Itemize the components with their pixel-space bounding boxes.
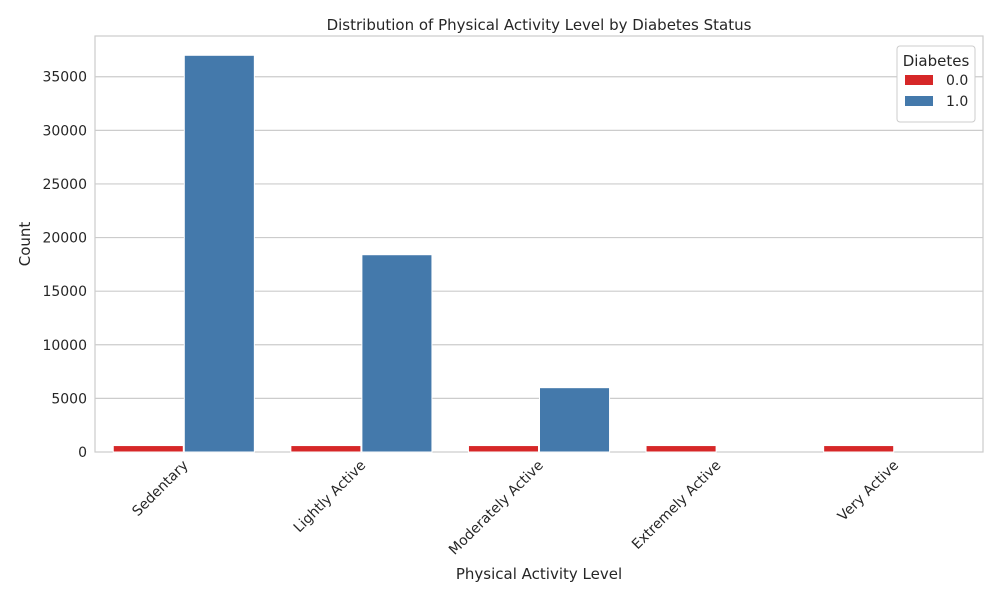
y-tick-label: 20000 bbox=[42, 231, 87, 247]
x-tick-label: Moderately Active bbox=[446, 458, 547, 559]
y-tick-label: 35000 bbox=[42, 70, 87, 86]
y-tick-label: 5000 bbox=[51, 391, 87, 407]
x-tick-label: Sedentary bbox=[129, 458, 191, 520]
y-tick-label: 30000 bbox=[42, 123, 87, 139]
x-tick-labels: Sedentary Lightly Active Moderately Active… bbox=[129, 458, 902, 559]
legend-label: 0.0 bbox=[946, 73, 968, 89]
bar-0.0-extremely-active bbox=[645, 445, 717, 453]
legend-swatch bbox=[905, 75, 933, 85]
bar-0.0-lightly-active bbox=[290, 445, 362, 453]
legend-swatch bbox=[905, 96, 933, 106]
x-tick-label: Extremely Active bbox=[629, 458, 724, 553]
y-tick-label: 10000 bbox=[42, 338, 87, 354]
legend-label: 1.0 bbox=[946, 94, 968, 110]
y-tick-label: 25000 bbox=[42, 177, 87, 193]
legend: Diabetes 0.01.0 bbox=[896, 45, 976, 123]
legend-items: 0.01.0 bbox=[905, 73, 968, 110]
x-tick-label: Very Active bbox=[835, 458, 902, 525]
bar-1.0-lightly-active bbox=[361, 254, 433, 453]
bar-1.0-moderately-active bbox=[539, 387, 611, 453]
legend-title: Diabetes bbox=[903, 52, 970, 70]
bars bbox=[112, 54, 895, 453]
x-tick-label: Lightly Active bbox=[291, 458, 369, 536]
bar-0.0-very-active bbox=[823, 445, 895, 453]
chart-title: Distribution of Physical Activity Level … bbox=[327, 16, 752, 34]
y-tick-label: 0 bbox=[78, 445, 87, 461]
y-tick-label: 15000 bbox=[42, 284, 87, 300]
y-tick-labels: 0 5000 10000 15000 20000 25000 30000 35000 bbox=[42, 70, 87, 461]
bar-0.0-moderately-active bbox=[467, 445, 539, 453]
bar-1.0-sedentary bbox=[183, 54, 255, 453]
x-axis-title: Physical Activity Level bbox=[456, 565, 622, 583]
bar-0.0-sedentary bbox=[112, 445, 184, 453]
y-axis-title: Count bbox=[16, 222, 34, 267]
